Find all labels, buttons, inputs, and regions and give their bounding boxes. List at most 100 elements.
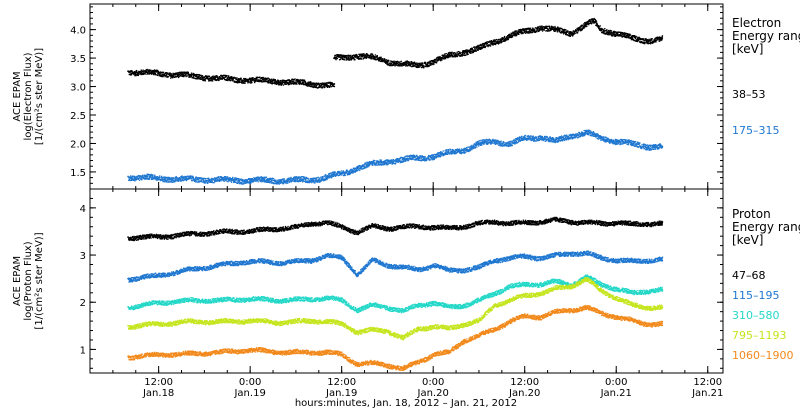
data-point <box>518 31 520 33</box>
data-point <box>461 52 463 54</box>
data-point <box>249 82 251 84</box>
data-point <box>275 80 277 82</box>
data-point <box>196 74 198 77</box>
data-point <box>625 36 627 38</box>
data-point <box>591 23 593 25</box>
data-point <box>336 56 338 58</box>
data-point <box>329 86 331 88</box>
data-point <box>230 79 232 81</box>
series-value-marker <box>325 83 328 86</box>
data-point <box>149 72 152 74</box>
data-point <box>551 26 553 28</box>
data-point <box>577 28 579 30</box>
data-point <box>472 52 474 54</box>
data-point <box>271 78 273 80</box>
data-point <box>148 178 150 180</box>
data-point <box>239 81 241 83</box>
data-point <box>655 41 657 43</box>
data-point <box>176 72 178 74</box>
data-point <box>562 29 564 31</box>
data-point <box>405 63 408 65</box>
data-point <box>571 33 573 35</box>
data-point <box>595 20 597 22</box>
data-point <box>140 73 142 76</box>
data-point <box>358 55 360 58</box>
data-point <box>612 33 614 36</box>
data-point <box>503 39 505 41</box>
data-point <box>531 31 534 34</box>
data-point <box>393 60 395 62</box>
data-point <box>629 37 631 40</box>
data-point <box>340 54 343 56</box>
data-point <box>337 55 339 58</box>
data-point <box>404 61 406 63</box>
data-point <box>524 28 526 30</box>
data-point <box>461 53 464 55</box>
data-point <box>511 36 514 38</box>
data-point <box>174 72 177 74</box>
data-point <box>374 57 376 59</box>
data-point <box>295 180 297 183</box>
data-point <box>616 33 619 35</box>
data-point <box>283 79 285 82</box>
data-point <box>298 178 300 180</box>
data-point <box>448 53 450 56</box>
data-point <box>525 31 527 33</box>
data-point <box>141 179 143 181</box>
data-point <box>220 77 222 80</box>
data-point <box>387 161 389 163</box>
data-point <box>360 58 363 60</box>
data-point <box>419 64 421 66</box>
data-point <box>262 78 264 80</box>
data-point <box>289 82 291 84</box>
data-point <box>299 81 301 83</box>
data-point <box>396 60 399 62</box>
data-point <box>369 164 371 166</box>
data-point <box>251 81 253 84</box>
data-point <box>288 80 290 82</box>
data-point <box>565 34 567 36</box>
data-point <box>517 31 519 33</box>
data-point <box>217 78 219 80</box>
data-point <box>445 55 447 57</box>
data-point <box>392 63 394 65</box>
data-point <box>373 58 375 60</box>
data-point <box>262 79 264 81</box>
data-point <box>513 31 515 33</box>
data-point <box>374 59 376 61</box>
data-point <box>577 31 579 33</box>
data-point <box>150 178 152 180</box>
data-point <box>214 77 216 79</box>
data-point <box>456 51 459 53</box>
data-point <box>279 81 282 83</box>
data-point <box>281 82 283 84</box>
data-point <box>200 75 203 77</box>
data-point <box>541 25 543 27</box>
data-point <box>365 57 367 59</box>
data-point <box>446 53 449 56</box>
data-point <box>193 77 195 79</box>
data-point <box>443 54 445 57</box>
data-point <box>290 81 292 83</box>
data-point <box>585 25 587 27</box>
data-point <box>338 59 341 61</box>
data-point <box>543 28 545 30</box>
data-point <box>196 78 198 80</box>
data-point <box>445 55 447 57</box>
data-point <box>152 71 154 73</box>
data-point <box>512 35 514 37</box>
data-point <box>349 56 352 58</box>
series-38–53 <box>127 17 664 89</box>
data-point <box>628 35 630 37</box>
data-point <box>464 51 466 53</box>
data-point <box>255 80 257 82</box>
data-point <box>326 86 329 88</box>
data-point <box>365 53 368 55</box>
data-point <box>283 178 286 180</box>
data-point <box>256 78 258 80</box>
data-point <box>516 34 518 36</box>
data-point <box>367 57 369 59</box>
data-point <box>139 71 142 73</box>
data-point <box>526 31 528 33</box>
data-point <box>457 54 459 56</box>
